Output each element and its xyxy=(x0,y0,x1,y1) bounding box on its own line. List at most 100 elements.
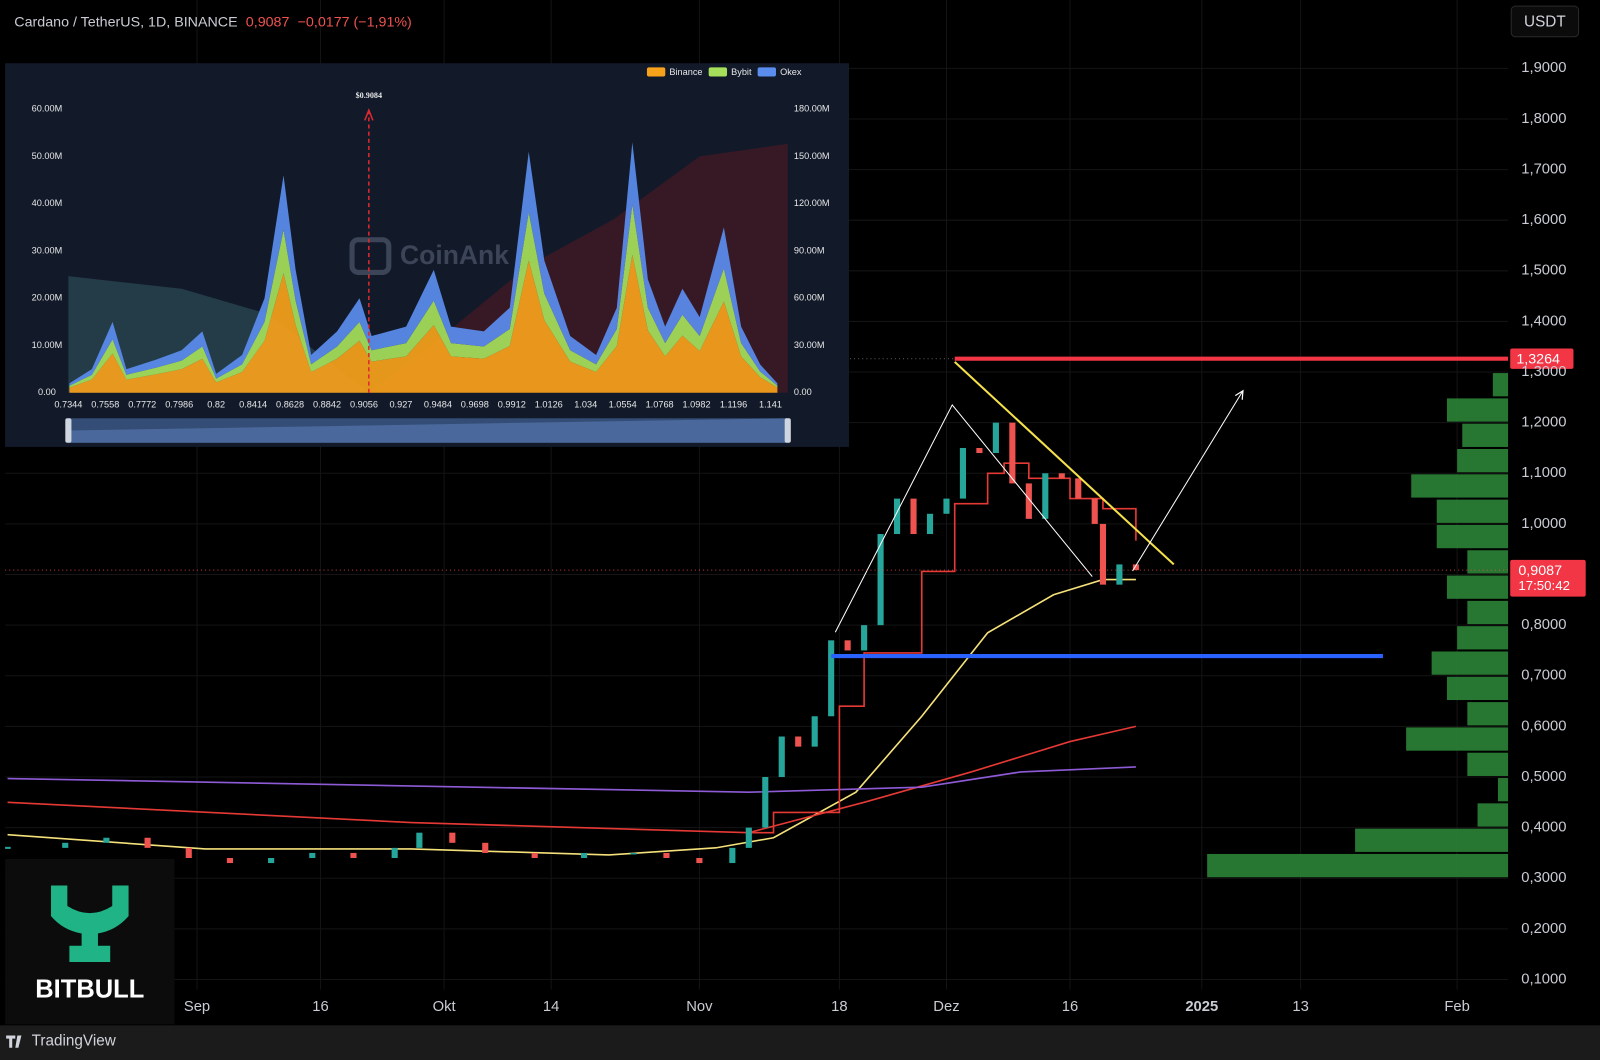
x-tick-label: 1.0126 xyxy=(535,399,563,409)
candle xyxy=(926,513,934,535)
legend-label[interactable]: Binance xyxy=(669,67,702,77)
candle xyxy=(144,837,151,848)
candle xyxy=(959,447,967,499)
y-tick-label: 30.00M xyxy=(32,245,63,255)
legend-swatch[interactable] xyxy=(757,67,777,77)
candle xyxy=(531,852,538,858)
last-price-tag xyxy=(1510,559,1586,597)
marker-label: $0.9084 xyxy=(356,91,383,100)
candle xyxy=(449,832,456,843)
candle xyxy=(778,736,785,778)
x-tick-label: Feb xyxy=(1444,999,1469,1015)
header-part: 0,9087 xyxy=(246,14,290,30)
y-tick-label: 1,7000 xyxy=(1521,161,1566,177)
candle xyxy=(1058,473,1065,479)
tv-logo xyxy=(6,1035,22,1048)
candle xyxy=(309,852,316,858)
volume-profile-bar xyxy=(1457,626,1509,650)
x-tick-label: 13 xyxy=(1292,999,1308,1015)
x-tick-label: 14 xyxy=(543,999,559,1015)
candle xyxy=(5,846,11,849)
indicator-line xyxy=(7,725,1137,834)
candle xyxy=(811,716,818,747)
x-tick-label: 0.7344 xyxy=(54,399,82,409)
candle xyxy=(663,852,670,858)
y2-tick-label: 30.00M xyxy=(794,340,825,350)
volume-profile-bar xyxy=(1431,651,1509,675)
y-tick-label: 1,3000 xyxy=(1521,364,1566,380)
x-tick-label: 0.9056 xyxy=(350,399,378,409)
x-tick-label: 2025 xyxy=(1185,999,1218,1015)
x-tick-label: 16 xyxy=(1062,999,1078,1015)
x-tick-label: 0.9484 xyxy=(424,399,452,409)
y-tick-label: 0,2000 xyxy=(1521,921,1566,937)
volume-profile-bar xyxy=(1467,600,1509,625)
y-tick-label: 40.00M xyxy=(32,198,63,208)
x-tick-label: 1.1196 xyxy=(720,399,747,409)
candle xyxy=(630,852,637,855)
x-tick-label: 1.0768 xyxy=(646,399,674,409)
y-tick-label: 1,2000 xyxy=(1521,415,1566,431)
y2-tick-label: 120.00M xyxy=(794,198,830,208)
x-tick-label: 0.82 xyxy=(207,399,225,409)
x-tick-label: 16 xyxy=(312,999,328,1015)
y-tick-label: 0.00 xyxy=(38,387,56,397)
candle xyxy=(828,640,835,717)
volume-profile-bar xyxy=(1411,474,1509,498)
y2-tick-label: 150.00M xyxy=(794,151,830,161)
range-slider-shade xyxy=(68,418,788,443)
y-tick-label: 0,8000 xyxy=(1521,617,1566,633)
currency-label[interactable]: USDT xyxy=(1524,13,1566,30)
candle xyxy=(910,498,917,535)
x-tick-label: 0.9912 xyxy=(498,399,526,409)
x-tick-label: 18 xyxy=(831,999,847,1015)
x-tick-label: Sep xyxy=(184,999,210,1015)
y-tick-label: 50.00M xyxy=(32,151,63,161)
candle xyxy=(185,847,192,858)
price-tag xyxy=(1510,348,1574,369)
legend-label[interactable]: Okex xyxy=(780,67,802,77)
volume-profile-bar xyxy=(1436,499,1509,523)
header-part: Cardano / TetherUS, 1D, BINANCE xyxy=(14,14,237,30)
indicator-line xyxy=(7,766,1136,794)
candle xyxy=(1099,523,1107,585)
candle xyxy=(745,827,752,848)
legend-swatch[interactable] xyxy=(646,67,666,77)
volume-profile-bar xyxy=(1492,373,1509,397)
volume-profile-bar xyxy=(1477,803,1509,827)
last-price-label: 0,9087 xyxy=(1518,563,1562,579)
candle xyxy=(1132,564,1139,571)
x-tick-label: 0.8414 xyxy=(239,399,267,409)
y2-tick-label: 90.00M xyxy=(794,245,825,255)
candle xyxy=(1025,483,1032,519)
currency-button[interactable] xyxy=(1510,5,1580,38)
legend-label[interactable]: Bybit xyxy=(731,67,752,77)
slider-handle[interactable] xyxy=(784,418,791,443)
slider-handle[interactable] xyxy=(65,418,72,443)
price-tag-label: 1,3264 xyxy=(1516,351,1560,367)
volume-profile-bar xyxy=(1467,752,1509,776)
x-tick-label: Okt xyxy=(433,999,456,1015)
volume-profile-bar xyxy=(1436,524,1509,549)
trend-drawing xyxy=(954,361,1175,566)
volume-profile-bar xyxy=(1467,550,1509,574)
volume-profile-bar xyxy=(1497,778,1509,802)
x-tick-label: 0.8842 xyxy=(313,399,341,409)
x-tick-label: 0.7772 xyxy=(128,399,156,409)
candle xyxy=(729,847,736,864)
volume-profile-bar xyxy=(1355,828,1509,852)
candle xyxy=(226,857,234,864)
watermark-icon xyxy=(349,237,392,275)
candle xyxy=(1075,478,1082,499)
candle xyxy=(861,625,868,651)
legend-swatch[interactable] xyxy=(708,67,728,77)
inset-chart: CoinAnk $0.9084 0.00 10.00M 20.00M 30.00M 40.0… xyxy=(5,63,849,447)
y-tick-label: 1,5000 xyxy=(1521,263,1566,279)
candle xyxy=(877,534,884,626)
volume-profile-bar xyxy=(1446,398,1509,422)
candle xyxy=(416,832,423,848)
trend-drawing xyxy=(834,404,1093,633)
x-tick-label: Nov xyxy=(686,999,713,1015)
